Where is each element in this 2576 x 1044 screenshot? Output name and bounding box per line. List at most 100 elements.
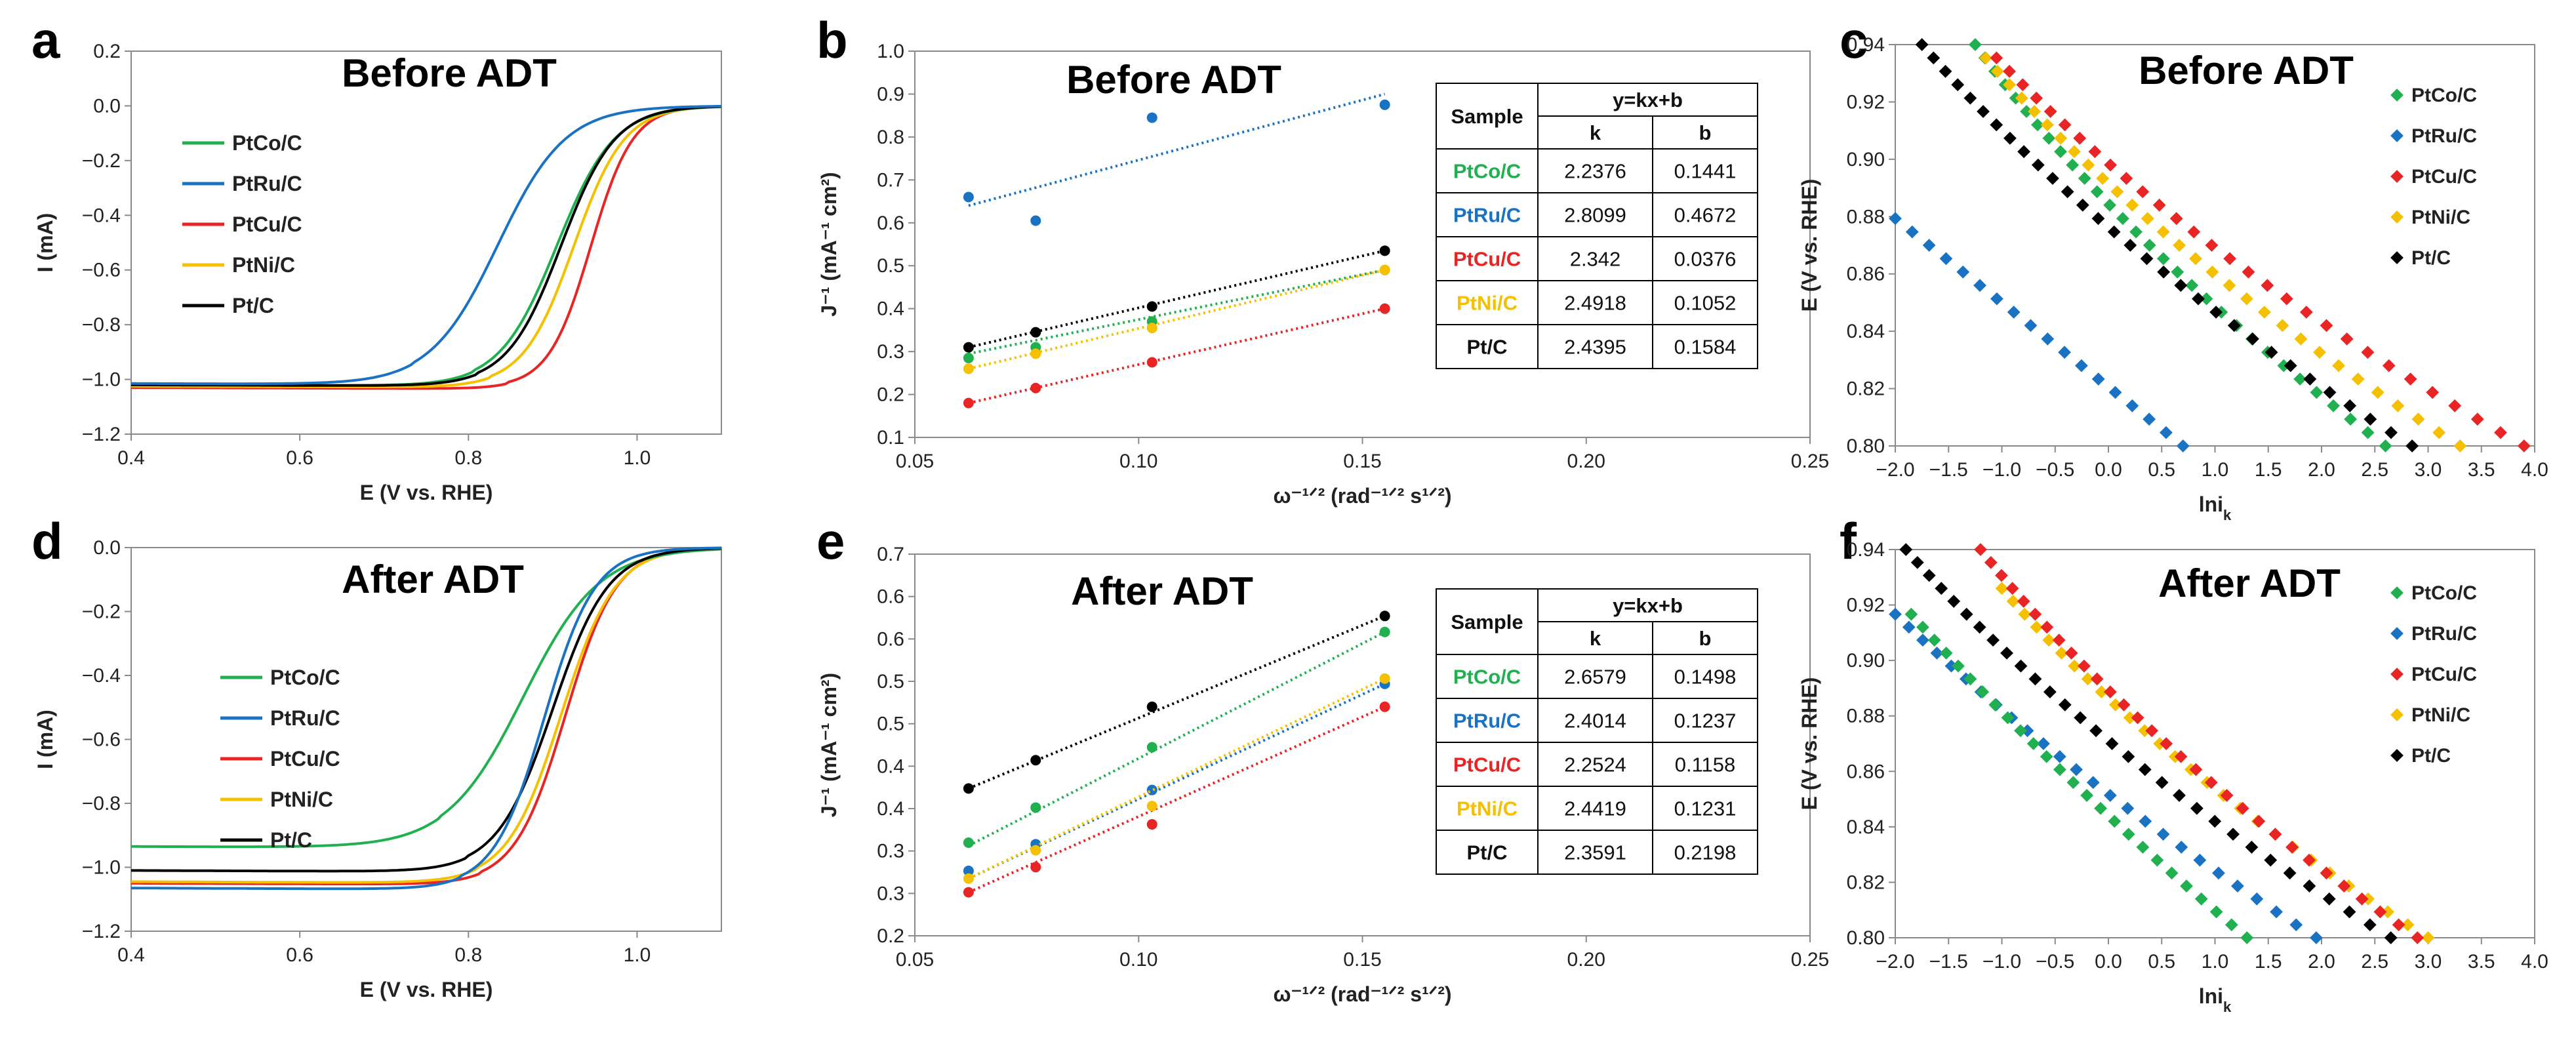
data-point-ptco-c: [963, 352, 974, 363]
data-point-ptcu-c: [2058, 118, 2072, 132]
data-point-ptco-c: [2014, 724, 2027, 738]
data-point-ptcu-c: [2517, 439, 2531, 452]
x-axis-label: lnik: [2199, 984, 2232, 1015]
table-cell-sample: PtCu/C: [1453, 248, 1521, 271]
data-point-ptcu-c: [2103, 685, 2117, 698]
data-point-ptcu-c: [2078, 659, 2091, 673]
data-point-ptni-c: [1990, 64, 2004, 78]
data-point-ptcu-c: [2136, 185, 2150, 199]
y-tick-label: 0.80: [1847, 435, 1885, 457]
x-tick-label: 3.5: [2468, 459, 2495, 481]
data-point-ptru-c: [2024, 319, 2038, 332]
data-point-ptru-c: [2007, 306, 2021, 319]
x-tick-label: −0.5: [2036, 459, 2074, 481]
data-point-ptni-c: [2095, 685, 2108, 698]
data-point-ptcu-c: [2005, 582, 2019, 595]
y-axis-label: E (V vs. RHE): [1798, 677, 1821, 811]
y-tick-label: 0.84: [1847, 816, 1885, 838]
data-point-pt-c: [2384, 931, 2398, 944]
data-point-ptcu-c: [2030, 91, 2043, 105]
data-point-ptco-c: [2020, 105, 2033, 118]
data-point-ptru-c: [2041, 332, 2055, 346]
data-point-pt-c: [2031, 158, 2045, 172]
data-point-ptni-c: [1995, 582, 2009, 595]
data-point-pt-c: [2405, 439, 2419, 452]
data-point-ptru-c: [2309, 931, 2323, 944]
x-tick-label: 0.4: [117, 447, 145, 469]
legend-label-ptcu-c: PtCu/C: [270, 747, 340, 771]
data-point-pt-c: [1379, 245, 1390, 256]
data-point-ptni-c: [2276, 319, 2289, 332]
x-axis-label: ω⁻¹ᐟ² (rad⁻¹ᐟ² s¹ᐟ²): [1273, 982, 1451, 1006]
data-point-ptni-c: [963, 363, 974, 374]
data-point-pt-c: [1977, 105, 1990, 118]
y-tick-label: 0.86: [1847, 761, 1885, 782]
table-cell-b: 0.4672: [1674, 204, 1737, 227]
panel-letter: b: [816, 11, 848, 69]
data-point-ptni-c: [2108, 698, 2122, 712]
panel-a: a Before ADT 0.2 0.0 −0.2 −0.4 −0.6 −0.8 −1.0 −1.…: [31, 11, 722, 504]
data-point-ptni-c: [2453, 439, 2467, 452]
data-point-pt-c: [2155, 776, 2169, 790]
data-point-pt-c: [2138, 763, 2152, 776]
data-point-ptru-c: [2037, 737, 2050, 750]
y-tick-label: −1.2: [82, 921, 121, 942]
data-point-pt-c: [1915, 38, 1929, 51]
data-point-ptni-c: [1146, 801, 1157, 812]
chart-title: After ADT: [342, 557, 524, 601]
x-tick-label: −1.5: [1929, 459, 1968, 481]
data-point-ptcu-c: [2003, 64, 2016, 78]
data-point-ptcu-c: [2261, 279, 2274, 292]
data-point-ptcu-c: [2426, 386, 2440, 399]
data-point-ptni-c: [2018, 607, 2032, 621]
table-cell-b: 0.1158: [1675, 753, 1736, 776]
data-point-ptni-c: [2332, 359, 2345, 372]
data-point-ptcu-c: [2285, 840, 2299, 854]
data-point-ptni-c: [2371, 386, 2385, 399]
data-point-ptco-c: [2066, 158, 2080, 172]
y-tick-label: 0.1: [877, 427, 904, 449]
data-point-ptcu-c: [2104, 158, 2117, 172]
data-point-ptni-c: [2257, 306, 2271, 319]
x-tick-label: 3.5: [2468, 951, 2495, 973]
data-point-ptcu-c: [2361, 346, 2375, 359]
data-point-pt-c: [2343, 905, 2356, 919]
legend-label-ptru-c: PtRu/C: [2411, 125, 2477, 147]
data-point-ptru-c: [2250, 892, 2264, 906]
panel-f: f After ADT 0.80 0.82 0.84 0.86 0.88 0.90 0.92 0.…: [1798, 512, 2548, 1015]
data-point-ptcu-c: [1974, 543, 1987, 556]
legend-label-ptru-c: PtRu/C: [2411, 623, 2477, 645]
data-point-ptco-c: [2200, 292, 2213, 306]
data-point-ptco-c: [2040, 750, 2053, 763]
data-point-ptcu-c: [1379, 701, 1390, 712]
data-point-ptcu-c: [2090, 672, 2104, 686]
data-point-ptru-c: [1889, 212, 1902, 226]
data-point-pt-c: [2264, 346, 2278, 359]
series-line-ptru-c: [131, 546, 721, 891]
data-point-ptco-c: [2293, 372, 2307, 386]
fit-line-pt-c: [968, 614, 1386, 790]
data-point-ptru-c: [2103, 789, 2117, 802]
x-axis-label: E (V vs. RHE): [360, 978, 493, 1001]
x-tick-label: 0.5: [2148, 459, 2175, 481]
legend-label-ptru-c: PtRu/C: [232, 172, 302, 195]
y-tick-label: 0.84: [1847, 321, 1885, 342]
data-point-ptco-c: [2310, 386, 2324, 399]
data-point-pt-c: [2046, 172, 2059, 185]
data-point-ptru-c: [2193, 853, 2207, 867]
y-tick-label: 0.9: [877, 83, 904, 105]
x-tick-label: −1.0: [1982, 459, 2021, 481]
fit-line-ptco-c: [968, 268, 1386, 355]
y-tick-label: 0.6: [877, 628, 904, 650]
data-point-ptru-c: [963, 191, 974, 203]
data-point-pt-c: [2246, 332, 2259, 346]
data-point-pt-c: [2323, 386, 2337, 399]
x-tick-label: 0.6: [286, 944, 313, 966]
x-tick-label: 0.20: [1567, 451, 1605, 472]
data-point-ptco-c: [2031, 118, 2044, 132]
x-tick-label: −1.5: [1929, 951, 1968, 973]
data-point-ptco-c: [2150, 853, 2164, 867]
data-point-ptcu-c: [2280, 292, 2293, 306]
data-point-ptcu-c: [2340, 332, 2354, 346]
data-point-ptcu-c: [2152, 198, 2166, 212]
